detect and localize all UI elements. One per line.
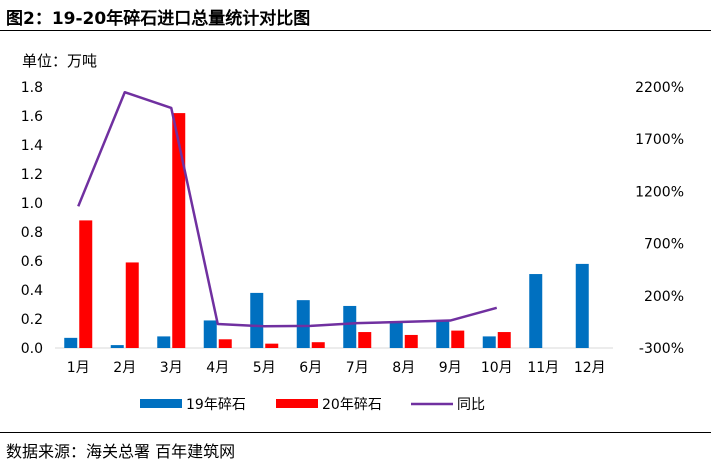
legend: 19年碎石 20年碎石 同比	[140, 397, 485, 413]
y2-tick-label: 700%	[644, 237, 684, 253]
legend-swatch	[140, 399, 182, 408]
x-tick-label: 2月	[113, 360, 136, 376]
x-tick-label: 6月	[299, 360, 322, 376]
bar-20	[218, 339, 232, 348]
y2-tick-label: 1200%	[635, 184, 684, 200]
legend-label: 同比	[457, 397, 485, 413]
x-tick-label: 8月	[392, 360, 415, 376]
y-axis-unit-label: 单位：万吨	[22, 52, 97, 70]
bar-series-group	[64, 113, 589, 348]
source-note: 数据来源：海关总署 百年建筑网	[6, 442, 236, 461]
y-axis-left: 0.0 0.2 0.4 0.6 0.8 1.0 1.2 1.4 1.6 1.8	[21, 80, 43, 357]
y2-tick-label: 1700%	[635, 132, 684, 148]
x-tick-label: 7月	[346, 360, 369, 376]
bar-19	[436, 320, 450, 348]
chart-area: 单位：万吨 0.0 0.2 0.4 0.6 0.8 1.0 1.2 1.4 1.6 1.8 -30…	[21, 52, 684, 413]
x-tick-label: 4月	[206, 360, 229, 376]
top-divider	[0, 30, 711, 31]
bar-19	[296, 300, 310, 348]
y2-tick-label: 200%	[644, 289, 684, 305]
y-tick-label: 1.4	[21, 138, 43, 154]
bar-19	[343, 305, 357, 348]
bar-20	[79, 220, 93, 348]
y-tick-label: 1.8	[21, 80, 43, 96]
bar-20	[125, 262, 139, 348]
line-series-group	[77, 90, 498, 328]
bar-19	[529, 274, 543, 348]
bar-20	[172, 113, 186, 348]
y-tick-label: 0.6	[21, 254, 43, 270]
bar-20	[404, 334, 418, 348]
bar-20	[497, 332, 511, 348]
bar-19	[110, 345, 124, 348]
y2-tick-label: 2200%	[635, 80, 684, 96]
bar-19	[250, 292, 264, 348]
yoy-line	[77, 90, 498, 328]
bar-20	[358, 332, 372, 348]
bar-19	[575, 263, 589, 348]
x-axis: 1月 2月 3月 4月 5月 6月 7月 8月 9月 10月 11月 12月	[67, 360, 606, 376]
y-tick-label: 0.2	[21, 312, 43, 328]
bar-20	[311, 342, 325, 348]
y-tick-label: 0.8	[21, 225, 43, 241]
x-tick-label: 5月	[253, 360, 276, 376]
y-tick-label: 1.0	[21, 196, 43, 212]
legend-swatch	[276, 399, 318, 408]
bar-19	[482, 336, 496, 348]
legend-label: 19年碎石	[186, 397, 246, 413]
x-tick-label: 11月	[527, 360, 559, 376]
bottom-divider	[0, 432, 711, 433]
bar-20	[451, 330, 465, 348]
y2-tick-label: -300%	[639, 341, 684, 357]
bar-19	[203, 320, 217, 348]
bar-20	[265, 343, 279, 348]
y-tick-label: 0.0	[21, 341, 43, 357]
y-axis-right: -300% 200% 700% 1200% 1700% 2200%	[635, 80, 684, 357]
x-tick-label: 9月	[439, 360, 462, 376]
x-tick-label: 10月	[481, 360, 513, 376]
chart-title: 图2：19-20年碎石进口总量统计对比图	[6, 9, 311, 29]
bar-19	[64, 337, 78, 348]
y-tick-label: 1.2	[21, 167, 43, 183]
y-tick-label: 1.6	[21, 109, 43, 125]
x-tick-label: 3月	[160, 360, 183, 376]
bar-19	[157, 336, 171, 348]
x-tick-label: 12月	[574, 360, 606, 376]
legend-label: 20年碎石	[322, 397, 382, 413]
bar-19	[389, 321, 403, 348]
y-tick-label: 0.4	[21, 283, 43, 299]
x-tick-label: 1月	[67, 360, 90, 376]
